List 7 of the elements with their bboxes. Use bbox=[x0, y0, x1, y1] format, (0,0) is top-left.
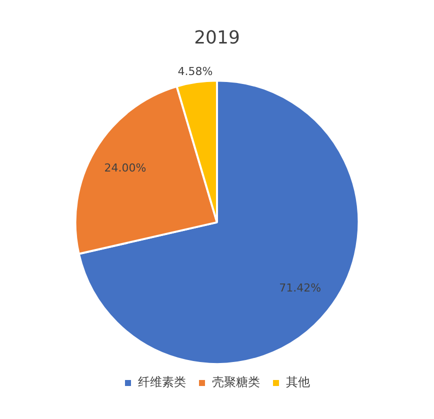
chart-title: 2019 bbox=[194, 27, 240, 48]
data-label: 24.00% bbox=[104, 162, 146, 175]
data-label: 71.42% bbox=[279, 281, 322, 294]
data-label: 4.58% bbox=[178, 65, 213, 78]
legend-label: 壳聚糖类 bbox=[212, 375, 260, 390]
legend-label: 纤维素类 bbox=[138, 375, 186, 390]
legend-label: 其他 bbox=[286, 375, 310, 390]
